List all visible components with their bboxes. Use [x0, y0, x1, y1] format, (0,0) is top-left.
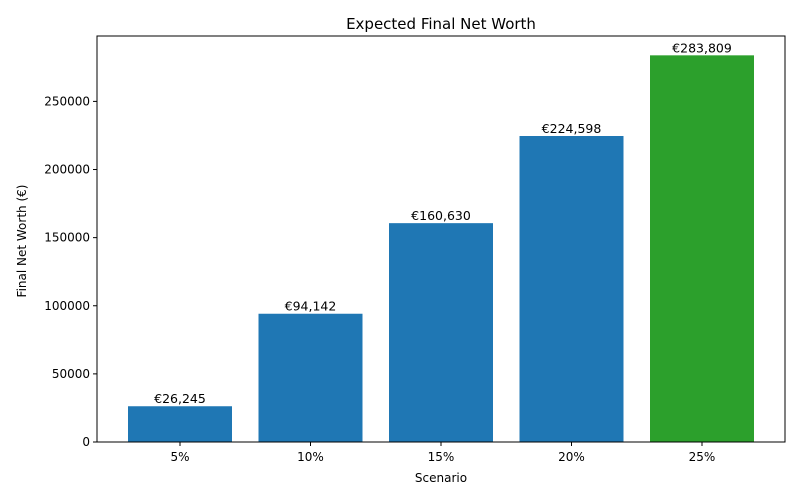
bar-1 [258, 313, 363, 442]
data-label-2: €160,630 [411, 208, 471, 223]
x-tick-label-4: 25% [689, 450, 716, 464]
bar-2 [389, 223, 493, 442]
plot-area: €26,245 €94,142 €160,630 €224,598 €283,809 0 5… [44, 35, 786, 464]
y-tick-label-2: 100000 [44, 299, 90, 313]
x-tick-label-3: 20% [558, 450, 585, 464]
y-tick-label-5: 250000 [44, 94, 90, 108]
y-tick-label-3: 150000 [44, 231, 90, 245]
data-label-3: €224,598 [542, 121, 602, 136]
bar-0 [128, 406, 232, 442]
data-label-0: €26,245 [154, 391, 206, 406]
y-axis-label: Final Net Worth (€) [15, 185, 29, 298]
y-tick-label-1: 50000 [52, 367, 90, 381]
y-tick-label-0: 0 [82, 435, 90, 449]
chart-title: Expected Final Net Worth [346, 15, 536, 33]
x-tick-label-2: 15% [428, 450, 455, 464]
bar-3 [519, 136, 624, 442]
x-axis-label: Scenario [415, 471, 467, 485]
bar-4 [650, 55, 754, 442]
data-label-4: €283,809 [672, 40, 732, 55]
x-tick-label-1: 10% [297, 450, 324, 464]
data-label-1: €94,142 [285, 299, 337, 314]
y-tick-label-4: 200000 [44, 163, 90, 177]
x-tick-label-0: 5% [170, 450, 189, 464]
